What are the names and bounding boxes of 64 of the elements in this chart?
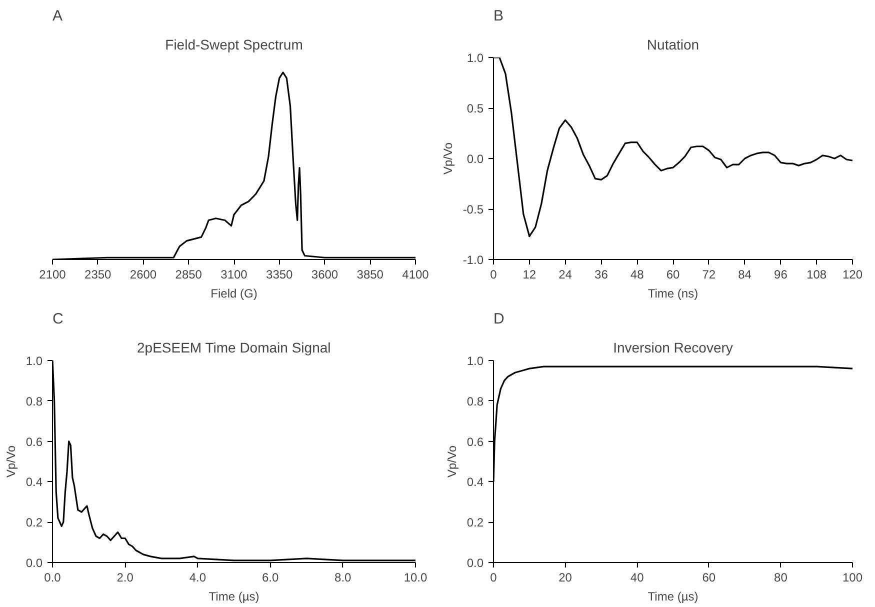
y-tick-label: 0.6 [466, 434, 484, 449]
y-axis-title: Vp/Vo [444, 445, 459, 478]
x-tick-label: 3350 [266, 268, 294, 282]
y-tick-label: 0.2 [466, 516, 484, 530]
x-tick-label: 24 [558, 268, 572, 282]
y-tick-label: 0.8 [466, 394, 484, 408]
y-axis-title: Vp/Vo [4, 445, 18, 478]
chart-title: 2pESEEM Time Domain Signal [137, 340, 331, 356]
x-tick-label: 96 [774, 268, 788, 282]
y-tick-label: 0.2 [26, 516, 43, 530]
x-tick-label: 4.0 [189, 570, 206, 584]
x-axis-title: Time (µs) [648, 590, 698, 604]
x-tick-label: 108 [806, 268, 827, 282]
y-tick-label: 0.5 [466, 102, 484, 116]
text: C [52, 310, 64, 328]
x-axis-title: Time (ns) [648, 286, 698, 300]
x-tick-label: 0 [490, 570, 498, 584]
y-tick-label: 0.4 [26, 475, 43, 490]
y-tick-label: 0.0 [466, 556, 484, 570]
y-tick-label: 1.0 [466, 51, 484, 65]
x-tick-label: 2100 [39, 268, 66, 282]
y-tick-label: 0.6 [26, 434, 43, 449]
y-tick-label: 0.4 [466, 475, 484, 490]
chart-title: Field-Swept Spectrum [165, 36, 303, 52]
x-tick-label: 36 [594, 268, 608, 282]
y-tick-label: -1.0 [462, 253, 484, 267]
x-tick-label: 20 [558, 570, 572, 584]
x-tick-label: 40 [630, 570, 644, 584]
x-tick-label: 2350 [84, 268, 112, 282]
x-tick-label: 3100 [220, 268, 248, 282]
x-tick-label: 0.0 [44, 570, 62, 584]
x-tick-label: 6.0 [262, 570, 279, 584]
y-tick-label: 1.0 [466, 354, 484, 368]
x-tick-label: 3600 [311, 268, 338, 282]
x-tick-label: 60 [666, 268, 680, 282]
x-tick-label: 72 [702, 268, 716, 282]
text: A [52, 8, 63, 24]
x-tick-label: 0 [490, 268, 498, 282]
y-axis-title: Vp/Vo [440, 142, 455, 175]
x-tick-label: 100 [842, 570, 863, 584]
text: D [494, 310, 504, 328]
x-tick-label: 120 [842, 268, 863, 282]
x-tick-label: 2600 [130, 268, 157, 282]
x-tick-label: 12 [522, 268, 536, 282]
x-tick-label: 3850 [356, 268, 384, 282]
y-tick-label: -0.5 [462, 202, 484, 216]
text: B [494, 8, 504, 24]
x-tick-label: 8.0 [334, 570, 352, 584]
x-tick-label: 4100 [402, 268, 430, 282]
x-tick-label: 2850 [175, 268, 202, 282]
y-tick-label: 1.0 [26, 354, 43, 368]
chart-title: Nutation [646, 36, 700, 52]
chart-title: Inversion Recovery [613, 340, 733, 356]
x-tick-label: 10.0 [404, 570, 428, 584]
x-tick-label: 2.0 [116, 570, 134, 584]
x-axis-title: Field (G) [210, 286, 258, 300]
y-tick-label: 0.0 [466, 152, 484, 166]
y-tick-label: 0.0 [26, 556, 43, 570]
x-tick-label: 80 [774, 570, 788, 584]
x-tick-label: 48 [630, 268, 644, 282]
x-tick-label: 60 [702, 570, 716, 584]
y-tick-label: 0.8 [26, 394, 43, 408]
x-axis-title: Time (µs) [208, 590, 260, 604]
x-tick-label: 84 [738, 268, 752, 282]
